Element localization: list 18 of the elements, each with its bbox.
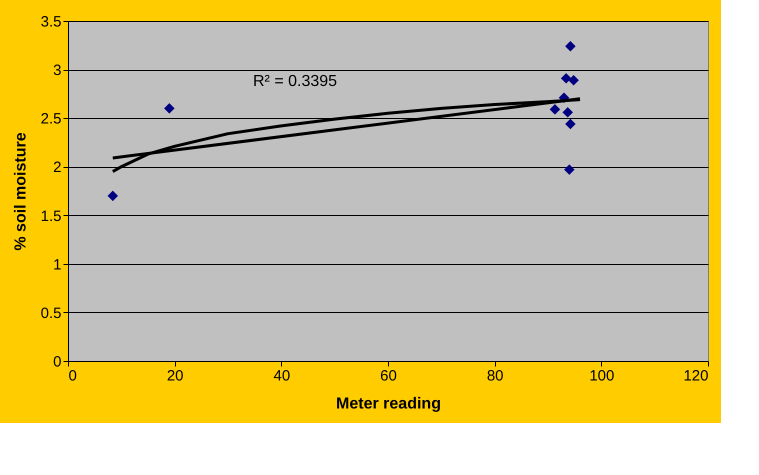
y-tick-label: 3: [53, 62, 62, 80]
x-axis-title: Meter reading: [336, 396, 441, 412]
x-tick-label: 60: [380, 368, 397, 384]
y-tick-label: 0: [53, 354, 62, 370]
y-tick-label: 1: [53, 256, 62, 274]
y-tick-label: 3.5: [40, 14, 62, 30]
y-axis-title: % soil moisture: [12, 132, 30, 251]
x-tick-label: 20: [166, 368, 184, 384]
y-tick-label: 0.5: [40, 304, 62, 322]
x-tick-label: 120: [683, 368, 708, 384]
x-tick-label: 100: [589, 368, 614, 384]
y-tick-label: 1.5: [40, 208, 62, 225]
annotation: R² = 0.3395: [253, 73, 338, 90]
x-tick-label: 80: [486, 368, 504, 384]
y-tick-label: 2.5: [40, 110, 62, 128]
x-tick-label: 0: [68, 368, 77, 384]
y-tick-label: 2: [53, 159, 62, 176]
x-tick-label: 40: [273, 368, 290, 384]
